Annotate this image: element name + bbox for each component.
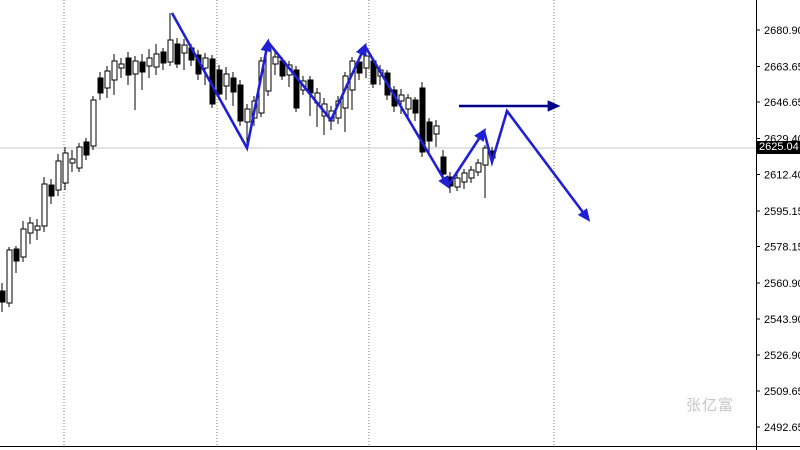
candle <box>55 154 62 196</box>
axis-price-label: 2526.90 <box>764 350 800 362</box>
candle <box>468 166 475 183</box>
candle <box>125 51 132 86</box>
trend-arrow <box>170 12 272 152</box>
candle <box>104 66 111 98</box>
trend-arrow <box>363 45 450 190</box>
candle <box>76 143 83 172</box>
candle <box>41 176 48 233</box>
candle <box>174 38 181 68</box>
candle <box>398 89 405 114</box>
axis-price-label: 2492.65 <box>764 422 800 434</box>
candle <box>461 168 468 190</box>
candle <box>349 56 356 110</box>
candle <box>132 55 139 110</box>
candle <box>83 137 90 160</box>
candle <box>62 147 69 191</box>
candle <box>20 221 27 262</box>
trend-arrow <box>446 127 486 187</box>
candle <box>97 71 104 101</box>
candle <box>244 104 251 146</box>
candle <box>440 149 447 177</box>
candle <box>34 218 41 241</box>
candle <box>454 174 461 191</box>
candle <box>237 79 244 126</box>
trend-arrow <box>266 41 367 123</box>
candle <box>482 144 489 199</box>
candle <box>48 178 55 204</box>
axis-price-label: 2646.65 <box>764 97 800 109</box>
candle <box>160 47 167 71</box>
candle <box>111 54 118 95</box>
candle <box>27 217 34 245</box>
candle <box>426 117 433 157</box>
axis-price-label: 2560.90 <box>764 278 800 290</box>
candle <box>433 120 440 148</box>
candle <box>223 66 230 101</box>
candle <box>181 39 188 71</box>
candle <box>153 43 160 75</box>
candle <box>405 93 412 118</box>
candle <box>118 58 125 79</box>
candle <box>216 65 223 101</box>
candle <box>0 283 6 312</box>
trend-arrow <box>482 108 591 222</box>
candle <box>146 48 153 79</box>
axis-price-label: 2663.65 <box>764 61 800 73</box>
candle <box>363 50 370 79</box>
candle <box>342 71 349 133</box>
candle <box>6 247 13 308</box>
axis-price-label: 2612.40 <box>764 169 800 181</box>
candle <box>475 159 482 176</box>
current-price-badge: 2625.04 <box>756 141 800 155</box>
candle <box>13 245 20 273</box>
candle <box>272 51 279 75</box>
candle <box>412 97 419 122</box>
candle <box>167 12 174 67</box>
axis-price-label: 2578.15 <box>764 242 800 254</box>
axis-price-label: 2595.15 <box>764 206 800 218</box>
candle <box>293 66 300 113</box>
candle <box>139 54 146 90</box>
candle <box>321 97 328 136</box>
candle <box>69 149 76 172</box>
axis-price-label: 2543.90 <box>764 314 800 326</box>
axis-price-label: 2509.65 <box>764 386 800 398</box>
candle <box>202 52 209 86</box>
axis-price-label: 2680.90 <box>764 25 800 37</box>
candle <box>230 71 237 106</box>
candle <box>90 96 97 150</box>
watermark-text: 张亿富 <box>686 397 735 414</box>
